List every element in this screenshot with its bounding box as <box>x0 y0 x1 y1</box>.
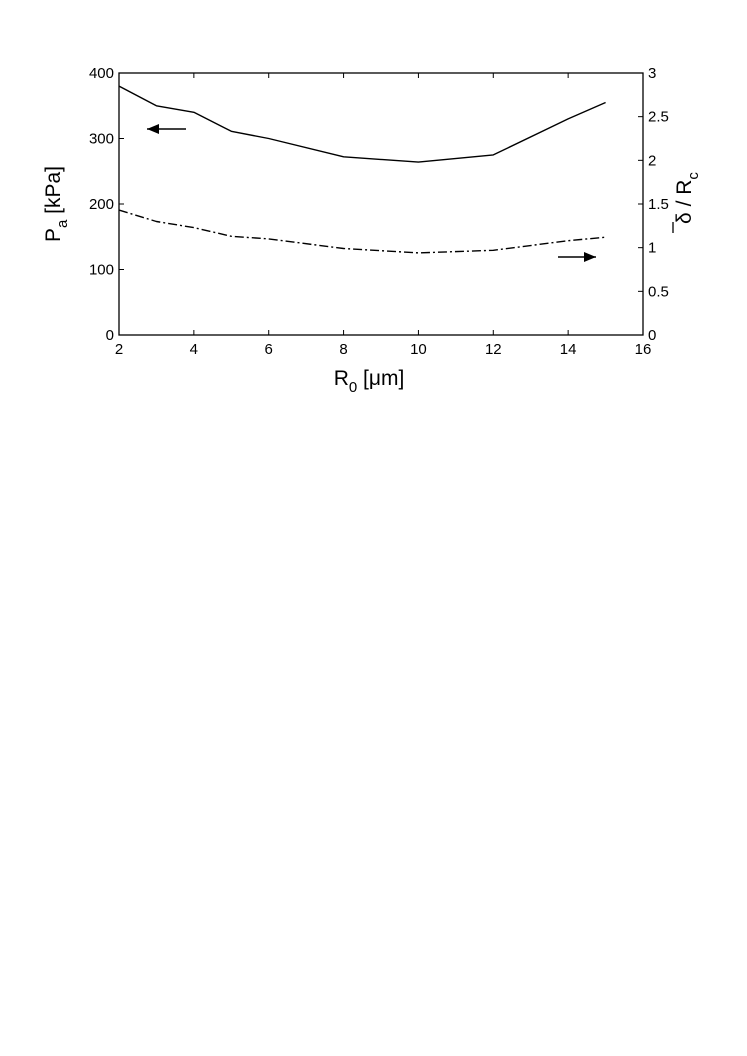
x-tick-label-4: 10 <box>410 341 427 358</box>
y-left-tick-label-3: 300 <box>89 131 114 148</box>
svg-text:δ / Rc: δ / Rc <box>673 172 702 224</box>
y-left-tick-label-4: 400 <box>89 65 114 82</box>
x-axis-title-sub: 0 <box>349 379 357 396</box>
y-axis-right-title-delta: δ <box>673 212 696 224</box>
y-axis-right-title-sub: c <box>685 172 702 180</box>
y-right-tick-label-1: 0.5 <box>648 283 669 300</box>
y-axis-right-title: δ / Rc <box>672 172 702 233</box>
annotation-arrows <box>147 124 596 262</box>
y-right-tick-label-2: 1 <box>648 240 656 257</box>
y-axis-left-title-rest: [kPa] <box>42 166 65 220</box>
y-right-tick-label-3: 1.5 <box>648 196 669 213</box>
y-left-tick-label-2: 200 <box>89 196 114 213</box>
x-tick-label-3: 8 <box>339 341 347 358</box>
x-tick-label-5: 12 <box>485 341 502 358</box>
x-tick-label-6: 14 <box>560 341 577 358</box>
x-tick-label-7: 16 <box>635 341 652 358</box>
x-axis-title-rest: [μm] <box>357 367 404 390</box>
y-right-tick-label-0: 0 <box>648 327 656 344</box>
y-right-tick-label-5: 2.5 <box>648 109 669 126</box>
x-axis-title: R0 [μm] <box>334 367 405 396</box>
y-right-tick-label-6: 3 <box>648 65 656 82</box>
y-axis-left-title: Pa [kPa] <box>42 166 71 242</box>
x-tick-label-2: 6 <box>265 341 273 358</box>
series-line-left-axis <box>118 85 606 163</box>
y-left-tick-label-1: 100 <box>89 262 114 279</box>
y-axis-left-title-sub: a <box>54 219 71 228</box>
series-line-right-axis <box>118 209 606 254</box>
plot-frame <box>118 72 644 336</box>
y-left-tick-label-0: 0 <box>106 327 114 344</box>
y-right-tick-label-4: 2 <box>648 152 656 169</box>
series-layer <box>118 85 606 254</box>
x-axis-title-main: R <box>334 367 349 390</box>
x-tick-label-1: 4 <box>190 341 198 358</box>
y-axis-right-title-rest: / R <box>673 180 696 213</box>
x-tick-label-0: 2 <box>115 341 123 358</box>
right-axis-arrow <box>558 252 596 262</box>
y-axis-left-title-main: P <box>42 228 65 242</box>
left-axis-arrow <box>147 124 186 134</box>
